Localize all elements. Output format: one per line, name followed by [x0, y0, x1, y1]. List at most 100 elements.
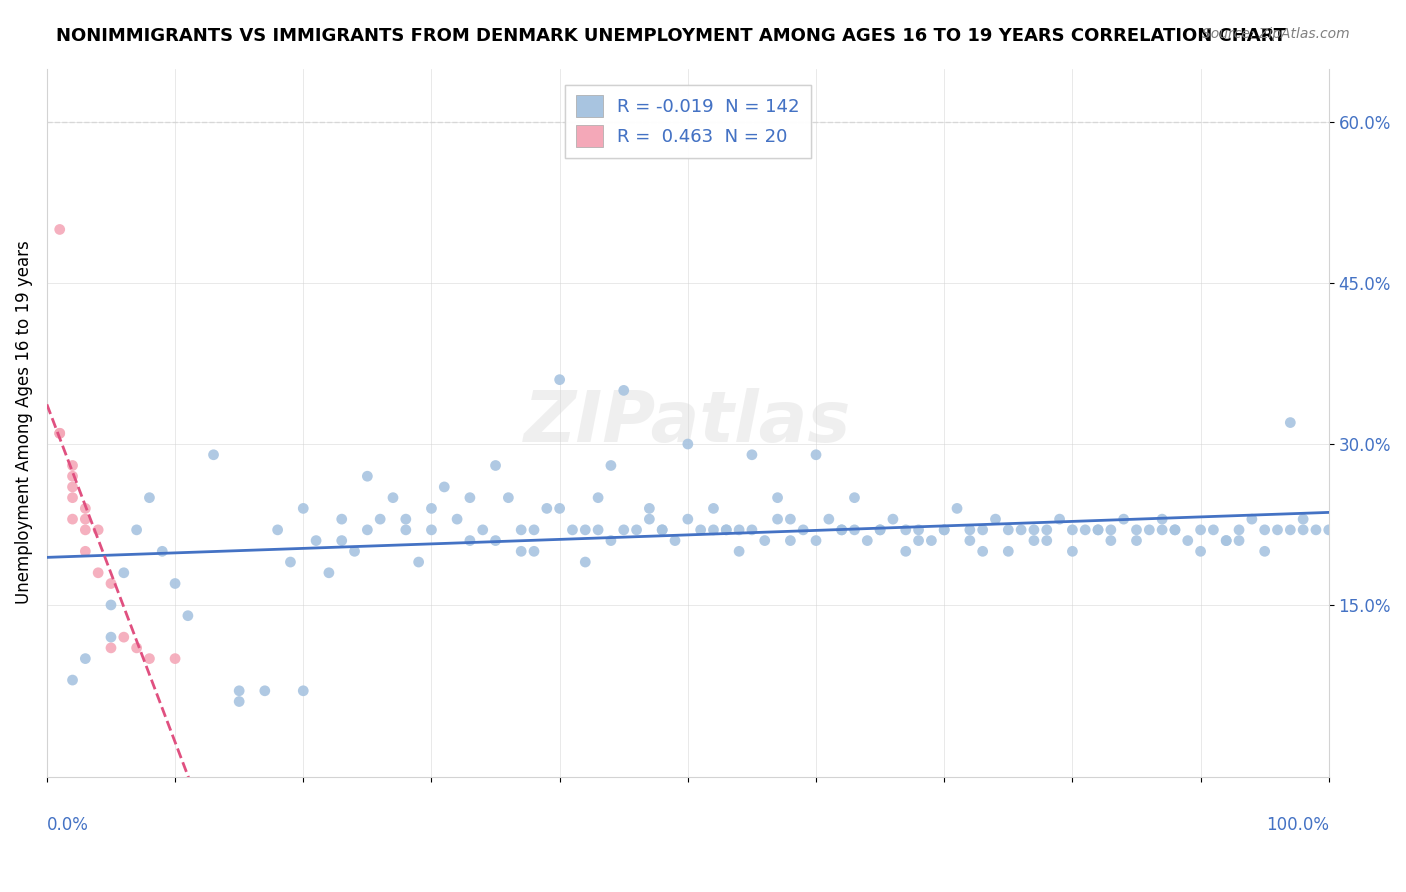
Point: [75, 501, 97, 516]
Point: [1087, 523, 1109, 537]
Point: [689, 523, 711, 537]
Point: [498, 491, 520, 505]
Point: [804, 533, 827, 548]
Point: [253, 683, 276, 698]
Point: [818, 512, 841, 526]
Point: [856, 533, 879, 548]
Point: [420, 501, 443, 516]
Point: [62, 469, 84, 483]
Point: [292, 683, 315, 698]
Point: [177, 608, 200, 623]
Point: [894, 523, 917, 537]
Point: [382, 491, 405, 505]
Point: [471, 523, 494, 537]
Point: [1099, 533, 1122, 548]
Point: [676, 437, 699, 451]
Point: [716, 523, 738, 537]
Point: [894, 544, 917, 558]
Point: [75, 651, 97, 665]
Point: [202, 448, 225, 462]
Point: [150, 544, 173, 558]
Point: [997, 523, 1019, 537]
Point: [48, 426, 70, 441]
Point: [959, 533, 981, 548]
Point: [1112, 512, 1135, 526]
Point: [779, 533, 801, 548]
Point: [626, 523, 648, 537]
Point: [75, 523, 97, 537]
Point: [48, 222, 70, 236]
Text: 100.0%: 100.0%: [1265, 815, 1329, 833]
Point: [112, 630, 135, 644]
Point: [984, 512, 1007, 526]
Point: [1202, 523, 1225, 537]
Point: [1164, 523, 1187, 537]
Point: [100, 640, 122, 655]
Point: [600, 533, 623, 548]
Point: [1240, 512, 1263, 526]
Text: 0.0%: 0.0%: [46, 815, 89, 833]
Point: [766, 512, 789, 526]
Point: [844, 523, 866, 537]
Point: [1152, 512, 1174, 526]
Point: [1227, 533, 1250, 548]
Point: [946, 501, 969, 516]
Point: [1164, 523, 1187, 537]
Point: [844, 491, 866, 505]
Point: [907, 533, 929, 548]
Point: [1074, 523, 1097, 537]
Point: [1305, 523, 1327, 537]
Text: ZIPatlas: ZIPatlas: [524, 388, 852, 457]
Point: [62, 480, 84, 494]
Point: [1087, 523, 1109, 537]
Point: [138, 651, 160, 665]
Point: [395, 512, 418, 526]
Point: [420, 523, 443, 537]
Point: [368, 512, 391, 526]
Point: [343, 544, 366, 558]
Point: [882, 512, 904, 526]
Point: [125, 523, 148, 537]
Point: [741, 448, 763, 462]
Text: Source: ZipAtlas.com: Source: ZipAtlas.com: [1202, 27, 1350, 41]
Point: [574, 523, 596, 537]
Point: [1062, 544, 1084, 558]
Point: [458, 533, 481, 548]
Point: [1292, 512, 1315, 526]
Point: [1215, 533, 1237, 548]
Point: [561, 523, 583, 537]
Point: [48, 426, 70, 441]
Point: [138, 491, 160, 505]
Point: [1215, 533, 1237, 548]
Point: [1253, 523, 1275, 537]
Point: [228, 694, 250, 708]
Point: [831, 523, 853, 537]
Point: [408, 555, 430, 569]
Point: [959, 523, 981, 537]
Point: [741, 523, 763, 537]
Point: [1022, 523, 1045, 537]
Point: [1022, 533, 1045, 548]
Point: [1317, 523, 1340, 537]
Y-axis label: Unemployment Among Ages 16 to 19 years: Unemployment Among Ages 16 to 19 years: [15, 241, 32, 605]
Point: [356, 523, 378, 537]
Point: [280, 555, 302, 569]
Point: [548, 373, 571, 387]
Point: [523, 523, 546, 537]
Point: [1253, 544, 1275, 558]
Point: [228, 683, 250, 698]
Point: [574, 555, 596, 569]
Point: [1062, 523, 1084, 537]
Point: [934, 523, 956, 537]
Point: [831, 523, 853, 537]
Point: [676, 512, 699, 526]
Point: [613, 384, 636, 398]
Point: [1049, 512, 1071, 526]
Point: [586, 523, 609, 537]
Point: [1279, 416, 1302, 430]
Point: [458, 491, 481, 505]
Point: [1125, 533, 1147, 548]
Point: [100, 576, 122, 591]
Point: [536, 501, 558, 516]
Point: [510, 523, 533, 537]
